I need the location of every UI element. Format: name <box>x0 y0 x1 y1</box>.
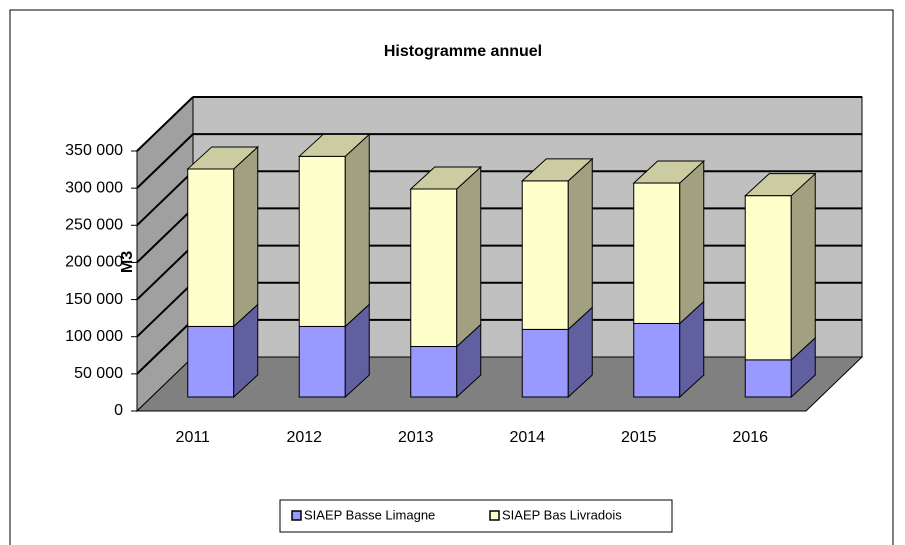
grid-line <box>136 281 194 338</box>
x-tick-label: 2014 <box>509 429 545 446</box>
bar <box>187 325 235 398</box>
x-tick-label: 2011 <box>176 429 211 446</box>
bar-top <box>297 133 371 157</box>
bar-side <box>233 145 259 328</box>
x-tick-label: 2013 <box>398 429 434 446</box>
legend-swatch <box>291 510 302 521</box>
y-tick-label: 200 000 <box>65 254 123 271</box>
bar <box>744 195 792 361</box>
bar-side <box>567 157 593 331</box>
legend-label: SIAEP Bas Livradois <box>502 507 622 522</box>
y-tick-label: 50 000 <box>74 365 123 382</box>
bar-top <box>520 158 594 182</box>
legend-label: SIAEP Basse Limagne <box>304 507 435 522</box>
bar-top <box>186 146 260 170</box>
grid-line <box>136 96 194 152</box>
grid-line <box>136 133 194 189</box>
grid-line <box>136 170 194 227</box>
bar-side <box>790 172 816 361</box>
bar <box>410 345 458 398</box>
y-tick-label: 100 000 <box>65 328 123 345</box>
bar <box>298 155 346 327</box>
bar <box>298 325 346 398</box>
bar-side <box>344 133 370 328</box>
bar <box>744 359 792 398</box>
y-tick-label: 150 000 <box>65 291 123 308</box>
bar <box>633 182 681 324</box>
y-tick-label: 350 000 <box>65 142 123 159</box>
bar-side <box>679 159 705 325</box>
bar-top <box>409 166 483 190</box>
grid-line <box>136 244 194 301</box>
bar <box>633 322 681 398</box>
grid-line <box>136 207 194 264</box>
bar <box>521 180 569 330</box>
bar <box>187 168 235 327</box>
bar-side <box>456 165 482 348</box>
plot: 0 50 000 100 000 150 000 200 000 250 000 300 0… <box>65 96 862 446</box>
x-tick-label: 2015 <box>621 429 657 446</box>
chart-title: Histogramme annuel <box>384 43 542 60</box>
legend-swatch <box>489 510 500 521</box>
legend <box>279 499 673 533</box>
bar-top <box>632 160 706 184</box>
bar-top <box>743 173 817 197</box>
bar <box>410 188 458 347</box>
y-tick-label: 300 000 <box>65 179 123 196</box>
x-tick-label: 2012 <box>286 429 322 446</box>
x-tick-label: 2016 <box>732 429 768 446</box>
y-tick-label: 0 <box>114 402 123 419</box>
grid-line <box>136 319 194 375</box>
y-axis-title: M3 <box>119 251 136 273</box>
y-tick-label: 250 000 <box>65 217 123 234</box>
bar <box>521 328 569 398</box>
